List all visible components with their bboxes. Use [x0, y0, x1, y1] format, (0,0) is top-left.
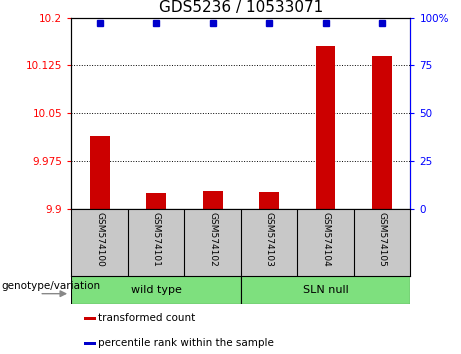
Text: genotype/variation: genotype/variation: [1, 281, 100, 291]
Bar: [241, 276, 410, 304]
Bar: [259, 192, 279, 209]
Text: GSM574105: GSM574105: [378, 212, 387, 267]
Text: GSM574102: GSM574102: [208, 212, 217, 267]
Text: wild type: wild type: [131, 285, 182, 295]
Text: GSM574104: GSM574104: [321, 212, 330, 267]
Text: percentile rank within the sample: percentile rank within the sample: [98, 338, 273, 348]
Bar: [316, 46, 336, 209]
Text: GSM574100: GSM574100: [95, 212, 104, 267]
Bar: [146, 193, 166, 209]
Bar: [84, 342, 95, 344]
Text: GSM574101: GSM574101: [152, 212, 161, 267]
Bar: [372, 56, 392, 209]
Bar: [84, 317, 95, 320]
Bar: [203, 191, 223, 209]
Title: GDS5236 / 10533071: GDS5236 / 10533071: [159, 0, 323, 15]
Bar: [71, 276, 241, 304]
Text: GSM574103: GSM574103: [265, 212, 274, 267]
Text: SLN null: SLN null: [303, 285, 349, 295]
Bar: [90, 136, 110, 209]
Text: transformed count: transformed count: [98, 313, 195, 323]
